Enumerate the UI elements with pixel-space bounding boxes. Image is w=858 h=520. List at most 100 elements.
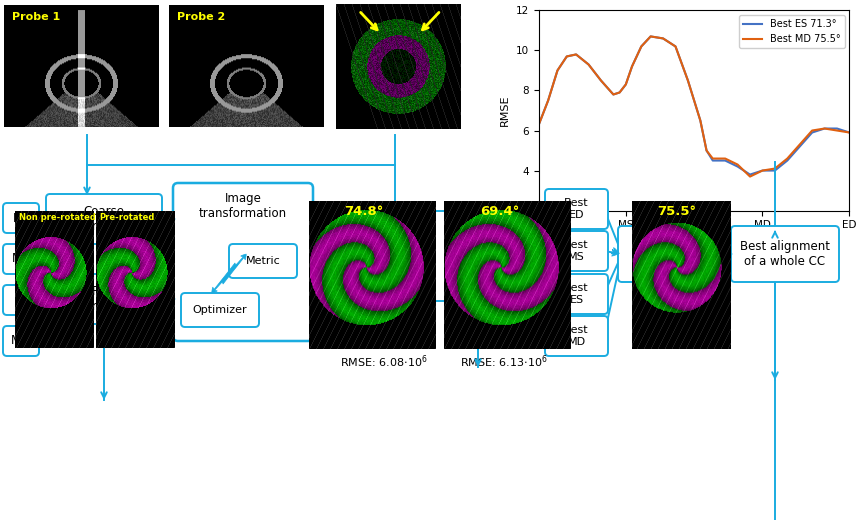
Text: Coarse
pre-rotation: Coarse pre-rotation [69, 205, 139, 233]
FancyBboxPatch shape [46, 274, 162, 324]
FancyBboxPatch shape [618, 226, 724, 282]
Best ES 71.3° [553, 68, 563, 74]
Best ES 71.3° [636, 43, 646, 49]
Best MD 75.5° [627, 63, 637, 70]
Y-axis label: RMSE: RMSE [500, 95, 511, 126]
Best MD 75.5° [645, 33, 656, 40]
Best ES 71.3° [795, 144, 805, 150]
Best ES 71.3° [745, 172, 755, 178]
FancyBboxPatch shape [181, 293, 259, 327]
Best MD 75.5° [832, 127, 843, 134]
Best ES 71.3° [832, 125, 843, 132]
Best MD 75.5° [620, 81, 631, 87]
Best MD 75.5° [670, 43, 680, 49]
Text: Image
transformation: Image transformation [199, 192, 287, 220]
Best MD 75.5° [636, 43, 646, 49]
Best MD 75.5° [819, 125, 830, 132]
Best MD 75.5° [583, 61, 594, 68]
Best MD 75.5° [758, 167, 768, 174]
Best ES 71.3° [571, 51, 581, 58]
Text: MD: MD [11, 334, 31, 347]
Best ES 71.3° [658, 35, 668, 42]
FancyBboxPatch shape [3, 285, 39, 315]
Best ES 71.3° [595, 77, 606, 84]
Text: Non pre-rotated: Non pre-rotated [19, 213, 95, 222]
Text: Best
ES: Best ES [565, 283, 589, 305]
FancyBboxPatch shape [3, 244, 39, 274]
Best MD 75.5° [720, 155, 730, 162]
Best ES 71.3° [683, 77, 693, 84]
FancyBboxPatch shape [423, 211, 533, 301]
Best ES 71.3° [534, 121, 544, 127]
Best MD 75.5° [571, 51, 581, 58]
Best MD 75.5° [562, 54, 572, 60]
Best ES 71.3° [608, 92, 619, 98]
Text: Best
MS: Best MS [565, 240, 589, 262]
Text: 75.5°: 75.5° [657, 204, 696, 217]
FancyBboxPatch shape [545, 231, 608, 271]
X-axis label: Cardiac cycle: Cardiac cycle [657, 236, 731, 246]
Best MD 75.5° [701, 148, 711, 154]
FancyBboxPatch shape [3, 203, 39, 233]
FancyBboxPatch shape [46, 194, 162, 244]
Best ES 71.3° [543, 97, 553, 103]
Text: Best
ED: Best ED [565, 198, 589, 220]
Line: Best ES 71.3°: Best ES 71.3° [539, 36, 849, 175]
Text: ED: ED [13, 212, 29, 225]
Text: RMSE: 6.08$\cdot$10$^6$: RMSE: 6.08$\cdot$10$^6$ [340, 354, 427, 370]
Best MD 75.5° [543, 97, 553, 103]
Best ES 71.3° [720, 158, 730, 164]
Best ES 71.3° [614, 89, 625, 96]
Line: Best MD 75.5°: Best MD 75.5° [539, 36, 849, 177]
Best MD 75.5° [770, 165, 780, 172]
Best ES 71.3° [770, 167, 780, 174]
Text: RMSE: 6.13$\cdot$10$^6$: RMSE: 6.13$\cdot$10$^6$ [460, 354, 547, 370]
Best ES 71.3° [627, 63, 637, 70]
Best MD 75.5° [807, 127, 818, 134]
Text: Calculate
image
similarity: Calculate image similarity [450, 235, 505, 278]
Best MD 75.5° [595, 77, 606, 84]
Best ES 71.3° [807, 129, 818, 136]
Text: Remove
outliers: Remove outliers [345, 244, 393, 272]
Text: 74.8°: 74.8° [344, 204, 384, 217]
Best ES 71.3° [695, 118, 705, 124]
Best ES 71.3° [620, 81, 631, 87]
Best MD 75.5° [795, 141, 805, 148]
Text: Probe 1: Probe 1 [12, 12, 60, 22]
Text: Probe 2: Probe 2 [177, 12, 225, 22]
Text: Fine
pre-rotation: Fine pre-rotation [69, 285, 139, 313]
Best ES 71.3° [583, 61, 594, 68]
Best ES 71.3° [758, 167, 768, 174]
Best MD 75.5° [608, 92, 619, 98]
FancyBboxPatch shape [545, 189, 608, 229]
Best ES 71.3° [670, 43, 680, 49]
Best ES 71.3° [645, 33, 656, 40]
Best ES 71.3° [819, 125, 830, 132]
Best MD 75.5° [553, 68, 563, 74]
Text: MS: MS [12, 253, 30, 266]
Best ES 71.3° [562, 54, 572, 60]
Best MD 75.5° [844, 129, 855, 136]
Best MD 75.5° [683, 77, 693, 84]
Text: Optimizer: Optimizer [193, 305, 247, 315]
Best MD 75.5° [745, 174, 755, 180]
FancyBboxPatch shape [731, 226, 839, 282]
Legend: Best ES 71.3°, Best MD 75.5°: Best ES 71.3°, Best MD 75.5° [739, 15, 844, 48]
Best MD 75.5° [695, 118, 705, 124]
FancyBboxPatch shape [326, 229, 412, 287]
FancyBboxPatch shape [173, 183, 313, 341]
Text: Pre-rotated: Pre-rotated [100, 213, 154, 222]
Best ES 71.3° [733, 163, 743, 170]
Text: Best
MD: Best MD [565, 325, 589, 347]
Best MD 75.5° [534, 121, 544, 127]
Best ES 71.3° [701, 148, 711, 154]
Best ES 71.3° [708, 158, 718, 164]
FancyBboxPatch shape [229, 244, 297, 278]
Best ES 71.3° [782, 158, 793, 164]
Text: Best alignment
of a whole CC: Best alignment of a whole CC [740, 240, 830, 268]
Text: ES: ES [14, 293, 28, 306]
Text: Register on
a whole CC: Register on a whole CC [637, 240, 704, 268]
FancyBboxPatch shape [3, 326, 39, 356]
Text: Metric: Metric [245, 256, 281, 266]
FancyBboxPatch shape [545, 316, 608, 356]
